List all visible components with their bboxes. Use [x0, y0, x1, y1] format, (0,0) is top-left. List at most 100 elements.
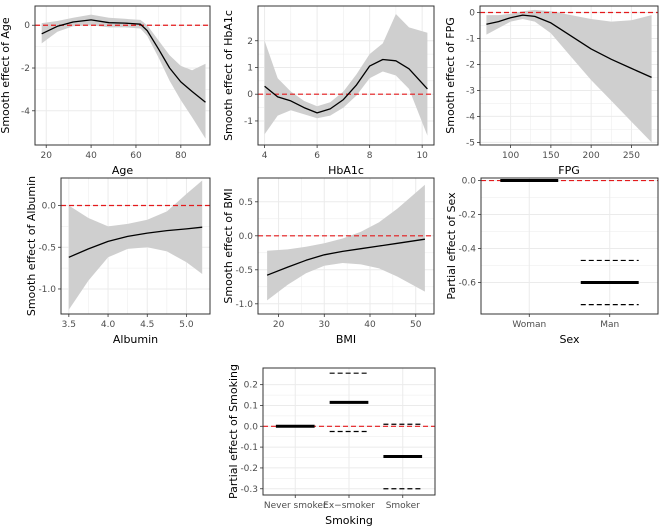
- x-tick-label: Man: [600, 320, 619, 330]
- x-tick-label: 150: [542, 151, 559, 161]
- data-layer: [481, 179, 658, 306]
- y-tick-label: -3: [466, 86, 475, 96]
- x-tick-label: 60: [130, 151, 142, 161]
- x-axis-title: FPG: [558, 164, 579, 177]
- y-tick-label: -0.1: [240, 443, 258, 453]
- x-tick-label: 20: [273, 320, 285, 330]
- smooth-effect-line: [266, 238, 425, 276]
- panel-border: [34, 5, 211, 146]
- y-tick-label: 0.2: [244, 381, 258, 391]
- y-axis-title: Partial effect of Sex: [445, 192, 458, 300]
- confidence-band: [486, 9, 652, 143]
- smooth-effect-line: [68, 226, 203, 258]
- y-tick-label: -1.0: [235, 300, 253, 310]
- panel-border: [479, 5, 659, 146]
- x-tick-label: Never smoker: [264, 501, 327, 511]
- y-tick-label: 0.5: [239, 198, 253, 208]
- y-tick-label: 0.0: [239, 232, 254, 242]
- panel-border: [60, 177, 211, 315]
- x-tick-label: Woman: [512, 320, 546, 330]
- y-axis-title: Smooth effect of Age: [0, 17, 12, 134]
- x-tick-label: 20: [40, 151, 52, 161]
- y-tick-label: -2: [466, 60, 475, 70]
- x-tick-label: 50: [410, 320, 422, 330]
- y-tick-label: -2: [21, 64, 30, 74]
- x-axis-title: Age: [112, 164, 134, 177]
- y-tick-label: -0.5: [38, 243, 56, 253]
- y-tick-label: 2: [247, 37, 253, 47]
- x-tick-label: 8: [367, 151, 373, 161]
- x-axis-title: Sex: [559, 333, 580, 346]
- panel-background: [481, 178, 658, 314]
- y-axis-title: Partial effect of Smoking: [227, 364, 240, 499]
- smooth-effect-line: [41, 19, 206, 103]
- y-tick-label: -1.0: [38, 285, 56, 295]
- x-tick-label: 4: [262, 151, 268, 161]
- x-tick-label: 30: [319, 320, 331, 330]
- y-tick-label: 0: [247, 90, 253, 100]
- data-layer: [258, 184, 434, 301]
- panel-border: [257, 177, 435, 315]
- y-tick-label: -4: [21, 107, 30, 117]
- panel-border: [257, 5, 435, 146]
- panel-bmi: 20 30 40 50 0.5 0.0 -0.5 -1.0 BMI Smooth effect o…: [222, 177, 435, 346]
- confidence-band: [68, 180, 203, 310]
- confidence-band: [264, 14, 428, 136]
- y-tick-label: 0.0: [462, 177, 477, 187]
- x-tick-label: 100: [502, 151, 519, 161]
- y-axis-title: Smooth effect of FPG: [444, 17, 457, 134]
- x-axis-title: BMI: [336, 333, 356, 346]
- y-axis-title: Smooth effect of Albumin: [25, 176, 38, 316]
- y-tick-label: 0: [24, 21, 30, 31]
- x-tick-label: Ex−smoker: [323, 501, 375, 511]
- x-axis-title: Albumin: [113, 333, 158, 346]
- x-tick-label: 4.0: [101, 320, 116, 330]
- y-axis-title: Smooth effect of BMI: [222, 188, 235, 303]
- x-tick-label: 80: [175, 151, 187, 161]
- y-tick-label: -5: [466, 138, 475, 148]
- panel-border: [480, 177, 659, 315]
- x-tick-label: 250: [623, 151, 640, 161]
- confidence-band: [41, 14, 206, 139]
- y-tick-label: -0.4: [458, 245, 476, 255]
- y-tick-label: 0.1: [244, 401, 258, 411]
- x-axis-title: Smoking: [325, 514, 373, 527]
- y-tick-label: -0.2: [240, 464, 258, 474]
- panel-albumin: 3.5 4.0 4.5 5.0 0.0 -0.5 -1.0 Albumin Smooth eff…: [25, 176, 211, 346]
- x-tick-label: 40: [364, 320, 376, 330]
- x-tick-label: 10: [416, 151, 428, 161]
- smooth-effect-line: [486, 14, 652, 78]
- data-layer: [480, 9, 658, 143]
- x-tick-label: 200: [583, 151, 600, 161]
- data-layer: [258, 14, 434, 136]
- data-layer: [263, 372, 435, 490]
- data-layer: [35, 14, 210, 139]
- y-tick-label: 0.0: [244, 422, 259, 432]
- y-tick-label: -4: [466, 112, 475, 122]
- y-tick-label: -1: [466, 34, 475, 44]
- y-tick-label: -0.3: [240, 485, 258, 495]
- x-tick-label: Smoker: [386, 501, 420, 511]
- y-tick-label: 1: [247, 63, 253, 73]
- y-tick-label: -0.5: [235, 266, 253, 276]
- panel-age: 20 40 60 80 0 -2 -4 Age Smooth effect of Age: [0, 5, 211, 177]
- y-tick-label: -0.2: [458, 211, 476, 221]
- data-layer: [61, 180, 210, 310]
- x-tick-label: 3.5: [62, 320, 76, 330]
- panel-sex: Woman Man 0.0 -0.2 -0.4 -0.6 Sex Partial effect…: [445, 177, 659, 346]
- confidence-band: [267, 184, 425, 301]
- y-tick-label: -0.6: [458, 279, 476, 289]
- x-tick-label: 6: [314, 151, 320, 161]
- x-tick-label: 4.5: [140, 320, 154, 330]
- smooth-effect-line: [264, 58, 428, 114]
- y-axis-title: Smooth effect of HbA1c: [222, 10, 235, 141]
- x-tick-label: 5.0: [179, 320, 194, 330]
- panel-fpg: 100 150 200 250 0 -1 -2 -3 -4 -5 FPG Smooth effect …: [444, 5, 659, 177]
- y-tick-label: 0.0: [42, 202, 57, 212]
- y-tick-label: 0: [469, 8, 475, 18]
- y-tick-label: -1: [244, 117, 253, 127]
- x-tick-label: 40: [85, 151, 97, 161]
